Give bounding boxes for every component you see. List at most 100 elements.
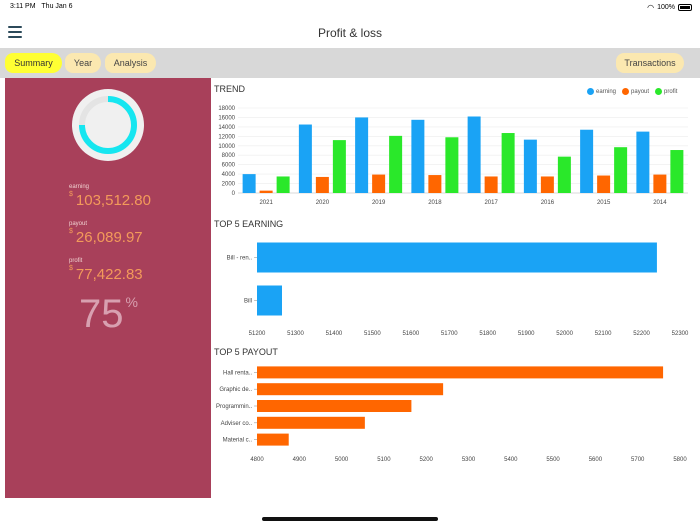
tab-year[interactable]: Year: [65, 53, 101, 73]
top-earning-title: TOP 5 EARNING: [214, 219, 284, 229]
top-payout-chart: 4800 4900 5000 5100 5200 5300 5400 5500 5600 5700…: [216, 366, 687, 463]
trend-x-tick-label: 2014: [653, 200, 667, 206]
trend-bar-payout: [428, 175, 442, 193]
bar: [257, 383, 444, 396]
trend-bar-earning: [355, 117, 369, 193]
trend-legend: earning payout profit: [587, 88, 677, 95]
bar: [257, 285, 282, 316]
trend-y-tick-label: 8000: [222, 153, 236, 159]
trend-bar-earning: [523, 139, 537, 193]
x-tick-label: 5300: [462, 457, 476, 463]
x-tick-label: 5000: [335, 457, 349, 463]
x-tick-label: 51700: [441, 331, 458, 337]
trend-y-tick-label: 0: [232, 191, 236, 197]
trend-y-tick-label: 10000: [218, 144, 235, 150]
trend-bar-earning: [242, 174, 256, 193]
tab-analysis[interactable]: Analysis: [105, 53, 156, 73]
profit-gauge: [72, 89, 144, 161]
bar: [257, 416, 365, 429]
app-header: Profit & loss: [0, 14, 700, 48]
legend-profit: profit: [655, 88, 677, 95]
trend-y-tick-label: 4000: [222, 172, 236, 178]
trend-y-tick-label: 2000: [222, 182, 236, 188]
trend-bar-profit: [389, 135, 403, 193]
x-tick-label: 52000: [556, 331, 573, 337]
profit-label: profit: [69, 258, 83, 264]
trend-bar-earning: [411, 119, 425, 193]
trend-x-tick-label: 2017: [484, 200, 498, 206]
battery-percent: 100%: [657, 4, 675, 11]
trend-bar-payout: [259, 190, 273, 193]
trend-chart: 0 2000 4000 6000 8000 10000 12000 14000 16000 180…: [218, 106, 688, 206]
trend-y-tick-label: 6000: [222, 163, 236, 169]
payout-label: payout: [69, 221, 88, 227]
profit-percent: 75%: [79, 292, 138, 336]
top-payout-title: TOP 5 PAYOUT: [214, 347, 278, 357]
trend-bar-earning: [467, 116, 481, 193]
earning-value: $103,512.80: [69, 191, 151, 209]
x-tick-label: 4800: [250, 457, 264, 463]
trend-y-tick-label: 12000: [218, 134, 235, 140]
y-tick-label: Bill - ren..: [227, 256, 253, 262]
trend-bar-payout: [484, 176, 498, 193]
x-tick-label: 51500: [364, 331, 381, 337]
profit-value: $77,422.83: [69, 265, 143, 283]
summary-panel: earning $103,512.80 payout $26,089.97 pr…: [5, 78, 211, 498]
y-tick-label: Hall renta..: [223, 370, 252, 376]
wifi-icon: ◠: [647, 3, 655, 12]
y-tick-label: Material c..: [223, 438, 253, 444]
x-tick-label: 52100: [595, 331, 612, 337]
x-tick-label: 5800: [673, 457, 687, 463]
trend-x-tick-label: 2021: [259, 200, 273, 206]
tab-summary[interactable]: Summary: [5, 53, 62, 73]
trend-x-tick-label: 2019: [372, 200, 386, 206]
x-tick-label: 51900: [518, 331, 535, 337]
page-title: Profit & loss: [317, 26, 383, 40]
legend-earning: earning: [587, 88, 616, 95]
top-earning-chart: 51200 51300 51400 51500 51600 51700 51800 51900…: [227, 242, 689, 337]
x-tick-label: 52300: [672, 331, 689, 337]
y-tick-label: Adviser co..: [221, 421, 253, 427]
trend-bar-profit: [614, 147, 628, 193]
trend-x-tick-label: 2015: [597, 200, 611, 206]
x-tick-label: 51300: [287, 331, 304, 337]
hamburger-menu-icon[interactable]: [8, 26, 22, 38]
trend-bar-profit: [332, 140, 346, 193]
trend-bar-earning: [636, 131, 650, 193]
tab-bar: Summary Year Analysis Transactions: [0, 48, 700, 78]
x-tick-label: 5400: [504, 457, 518, 463]
trend-y-tick-label: 14000: [218, 125, 235, 131]
trend-bar-payout: [597, 175, 611, 193]
trend-y-tick-label: 16000: [218, 115, 235, 121]
trend-bar-payout: [315, 176, 329, 193]
legend-payout: payout: [622, 88, 649, 95]
bar: [257, 366, 664, 379]
x-tick-label: 4900: [293, 457, 307, 463]
x-tick-label: 51600: [402, 331, 419, 337]
gauge-arc: [79, 96, 137, 154]
x-tick-label: 5100: [377, 457, 391, 463]
y-tick-label: Graphic de..: [219, 387, 252, 393]
trend-y-tick-label: 18000: [218, 106, 235, 112]
x-tick-label: 52200: [633, 331, 650, 337]
x-tick-label: 5700: [631, 457, 645, 463]
trend-bar-profit: [445, 137, 459, 193]
trend-x-tick-label: 2016: [541, 200, 555, 206]
home-indicator: [262, 517, 438, 521]
trend-bar-earning: [580, 129, 594, 193]
x-tick-label: 51800: [479, 331, 496, 337]
trend-bar-earning: [298, 124, 312, 193]
x-tick-label: 5600: [589, 457, 603, 463]
earning-label: earning: [69, 184, 90, 190]
payout-value: $26,089.97: [69, 228, 143, 246]
transactions-button[interactable]: Transactions: [616, 53, 684, 73]
status-time-date: 3:11 PM Thu Jan 6: [10, 3, 73, 10]
x-tick-label: 51400: [326, 331, 343, 337]
trend-bar-payout: [540, 176, 554, 193]
x-tick-label: 51200: [249, 331, 266, 337]
trend-bar-profit: [557, 156, 571, 193]
trend-bar-payout: [653, 174, 667, 193]
trend-x-tick-label: 2018: [428, 200, 442, 206]
trend-bar-profit: [276, 176, 290, 193]
battery-icon: [678, 4, 692, 11]
